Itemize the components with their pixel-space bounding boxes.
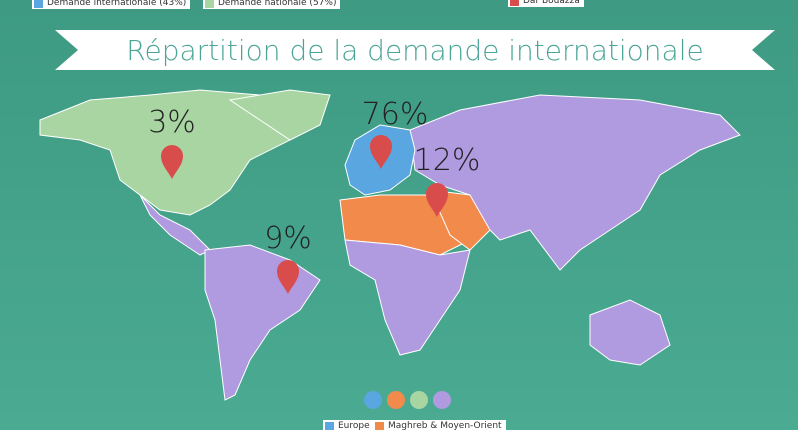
legend-swatch	[510, 0, 519, 6]
legend-label: Europe	[338, 421, 370, 430]
legend-swatch	[325, 421, 334, 430]
legend-item: Demande nationale (57%)	[203, 0, 341, 9]
pin	[426, 183, 448, 217]
dot	[433, 391, 451, 409]
legend-label: Maghreb & Moyen-Orient	[388, 421, 502, 430]
south-america	[204, 244, 321, 401]
australia	[589, 299, 671, 366]
pin	[370, 135, 392, 169]
legend-item: Demande internationale (43%)	[32, 0, 191, 9]
middle-east	[429, 189, 491, 251]
legend-swatch	[375, 421, 384, 430]
pin	[161, 145, 183, 179]
marker-label: 3%	[148, 105, 196, 140]
legend-swatch	[205, 0, 214, 8]
pin	[277, 260, 299, 294]
dot	[387, 391, 405, 409]
legend-label: Demande nationale (57%)	[218, 0, 337, 8]
dot	[410, 391, 428, 409]
legend-item: Dar Bouazza	[508, 0, 584, 7]
marker-label: 12%	[414, 143, 481, 178]
banner	[55, 30, 775, 70]
greenland	[228, 89, 331, 141]
legend-label: Demande internationale (43%)	[47, 0, 187, 8]
title: Répartition de la demande internationale	[126, 34, 703, 67]
legend-swatch	[34, 0, 43, 8]
marker-label: 9%	[264, 221, 312, 256]
legend-label: Dar Bouazza	[523, 0, 580, 6]
legend-item: Europe	[323, 420, 374, 430]
legend-item: Maghreb & Moyen-Orient	[373, 420, 506, 430]
dot	[364, 391, 382, 409]
south-africa	[344, 239, 471, 356]
marker-label: 76%	[362, 97, 429, 132]
